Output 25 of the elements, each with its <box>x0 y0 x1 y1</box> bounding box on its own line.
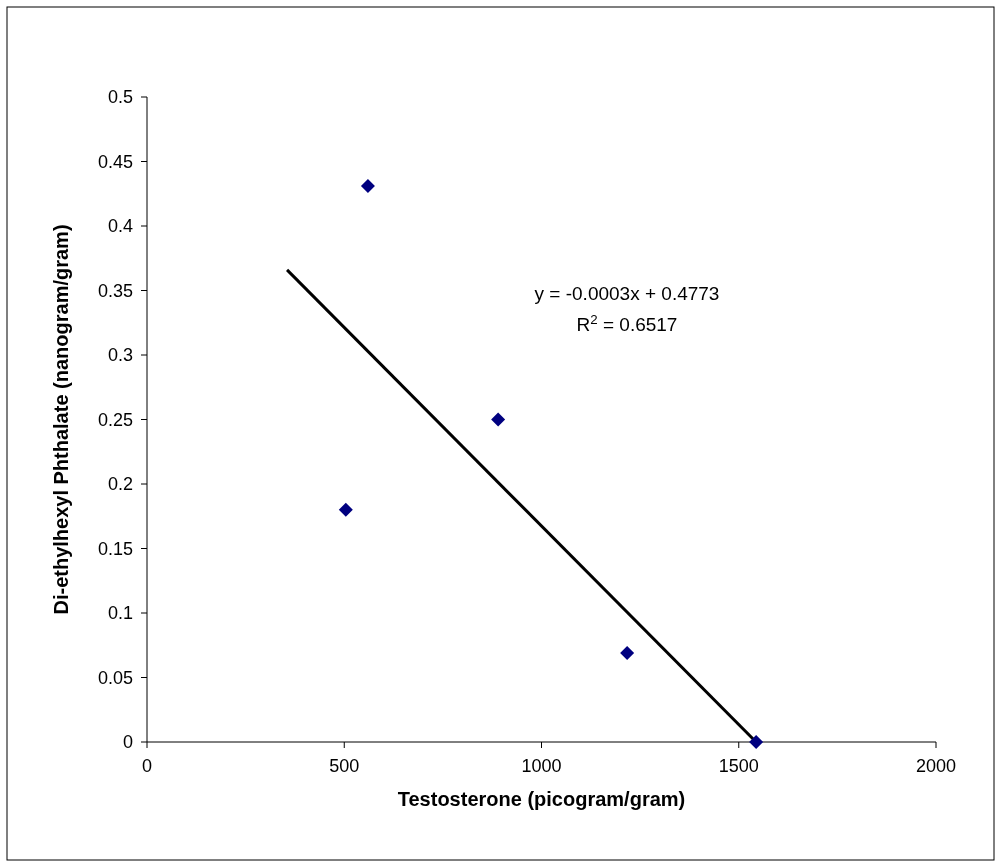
y-tick-label: 0.15 <box>97 538 133 559</box>
y-tick-label: 0 <box>122 732 133 752</box>
point <box>338 502 353 517</box>
x-tick-label: 2000 <box>915 756 957 776</box>
y-tick-label: 0.2 <box>107 474 133 494</box>
x-tick-label: 500 <box>329 756 360 776</box>
y-tick-label: 0.25 <box>97 409 133 430</box>
y-tick-label: 0.05 <box>97 667 133 688</box>
point <box>491 412 506 427</box>
point <box>620 645 635 660</box>
y-axis-title: Di-ethylhexyl Phthalate (nanogram/gram) <box>50 224 72 615</box>
y-tick-label: 0.5 <box>107 87 133 107</box>
y-tick-label: 0.1 <box>107 603 133 623</box>
annotation: R$^{2}$ = 0.6517 <box>576 311 678 335</box>
x-tick-label: 1500 <box>718 756 759 776</box>
y-tick-label: 0.3 <box>107 345 133 365</box>
annotation: y = -0.0003x + 0.4773 <box>534 283 720 304</box>
x-axis-title: Testosterone (picogram/gram) <box>397 788 686 810</box>
x-tick-label: 0 <box>141 756 153 776</box>
x-tick-label: 1000 <box>521 756 562 776</box>
y-tick-label: 0.35 <box>97 280 133 301</box>
y-tick-label: 0.4 <box>107 216 133 236</box>
point <box>360 179 375 194</box>
y-tick-label: 0.45 <box>97 151 133 172</box>
point <box>749 735 764 749</box>
